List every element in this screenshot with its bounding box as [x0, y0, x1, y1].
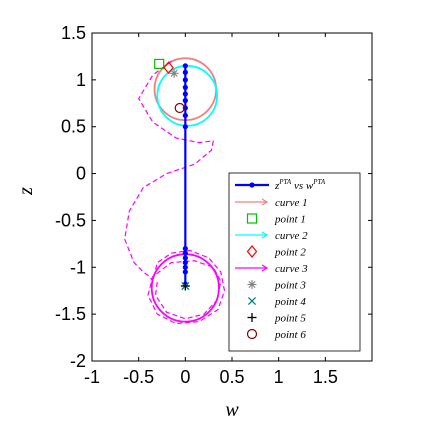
legend-point-2-label: point 2 — [274, 247, 306, 259]
pta-series-point — [182, 84, 188, 90]
legend-point-3-label: point 3 — [274, 280, 306, 292]
plot-points — [154, 58, 190, 291]
y-tick-label: -1 — [70, 257, 86, 277]
legend-curve-3-label: curve 3 — [275, 263, 308, 275]
y-tick-label: 1 — [76, 70, 86, 90]
point-2-marker — [163, 61, 174, 75]
y-tick-label: -2 — [70, 351, 86, 371]
point-2-marker-shape — [163, 61, 174, 75]
pta-series-point — [182, 77, 188, 83]
pta-series-point — [182, 124, 188, 130]
pta-series-point — [182, 250, 188, 256]
legend-pta-label-part: PTA — [278, 178, 292, 186]
legend-pta-label: zPTA vs wPTA — [274, 178, 326, 192]
x-ticks: -1 -0.5 0 0.5 1 1.5 — [84, 33, 338, 387]
legend-curve-1-label: curve 1 — [275, 197, 308, 209]
legend-point-6-label: point 6 — [274, 329, 306, 341]
legend-pta-label-part: z — [274, 180, 280, 192]
legend-point-1-marker — [246, 213, 258, 224]
legend-point-3-marker-d2 — [248, 280, 256, 289]
x-tick-label: -1 — [84, 367, 100, 387]
pta-series-point — [182, 269, 188, 275]
legend-point-4-label: point 4 — [274, 296, 306, 308]
point-3-marker — [169, 68, 179, 78]
legend-point-6-marker-shape — [246, 328, 258, 340]
legend-curve-1-arrowhead — [261, 198, 269, 206]
y-tick-label: -0.5 — [55, 210, 86, 230]
pta-series-point — [182, 91, 188, 97]
legend-point-2-marker — [246, 245, 258, 258]
plot-curves — [124, 57, 226, 325]
point-6-marker-shape — [174, 102, 185, 114]
pta-series-point — [182, 255, 188, 261]
x-tick-label: 1.5 — [313, 367, 338, 387]
pta-series-point — [182, 63, 188, 69]
legend-point-5-label: point 5 — [274, 313, 306, 325]
y-tick-label: -1.5 — [55, 304, 86, 324]
legend-point-4-marker — [247, 296, 257, 306]
pta-series-point — [182, 245, 188, 252]
pta-series-point — [182, 264, 188, 270]
point-1-marker — [154, 58, 165, 70]
pta-series-point — [182, 112, 188, 119]
pta-series-point — [182, 97, 188, 104]
x-tick-label: 1 — [274, 367, 284, 387]
point-5-marker — [180, 281, 190, 291]
legend-curve-3-arrowhead — [261, 264, 269, 272]
legend-pta-dot — [249, 182, 255, 188]
y-ticks: 1.5 1 0.5 0 -0.5 -1 -1.5 -2 — [55, 23, 372, 371]
pta-series-point — [182, 260, 188, 266]
legend-point-4-marker-d2 — [247, 296, 257, 306]
legend-point-6-marker — [246, 328, 258, 340]
legend-point-2-marker-shape — [246, 245, 258, 258]
x-tick-label: -0.5 — [123, 367, 154, 387]
x-tick-label: 0.5 — [219, 367, 244, 387]
legend-point-1-label: point 1 — [274, 214, 306, 226]
legend-point-5-marker — [247, 313, 257, 322]
point-6-marker — [174, 102, 185, 114]
y-axis-label: z — [15, 187, 37, 196]
legend-point-3-marker — [247, 280, 257, 289]
curve-3-dashed-line — [124, 60, 226, 325]
point-3-marker-d2 — [170, 69, 178, 77]
x-tick-label: 0 — [180, 367, 190, 387]
y-tick-label: 0.5 — [61, 117, 86, 137]
y-tick-label: 1.5 — [61, 23, 86, 43]
legend-pta-label-part: vs w — [291, 180, 314, 192]
y-tick-label: 0 — [76, 164, 86, 184]
point-1-marker-shape — [154, 58, 165, 70]
legend-point-1-marker-shape — [246, 213, 258, 224]
legend-box — [228, 172, 361, 352]
legend-pta-label-part: PTA — [312, 178, 326, 186]
x-axis-label: w — [225, 399, 239, 421]
pta-series-point — [182, 69, 188, 75]
legend-curve-2-label: curve 2 — [275, 230, 308, 242]
legend-curve-2-arrowhead — [261, 231, 269, 239]
